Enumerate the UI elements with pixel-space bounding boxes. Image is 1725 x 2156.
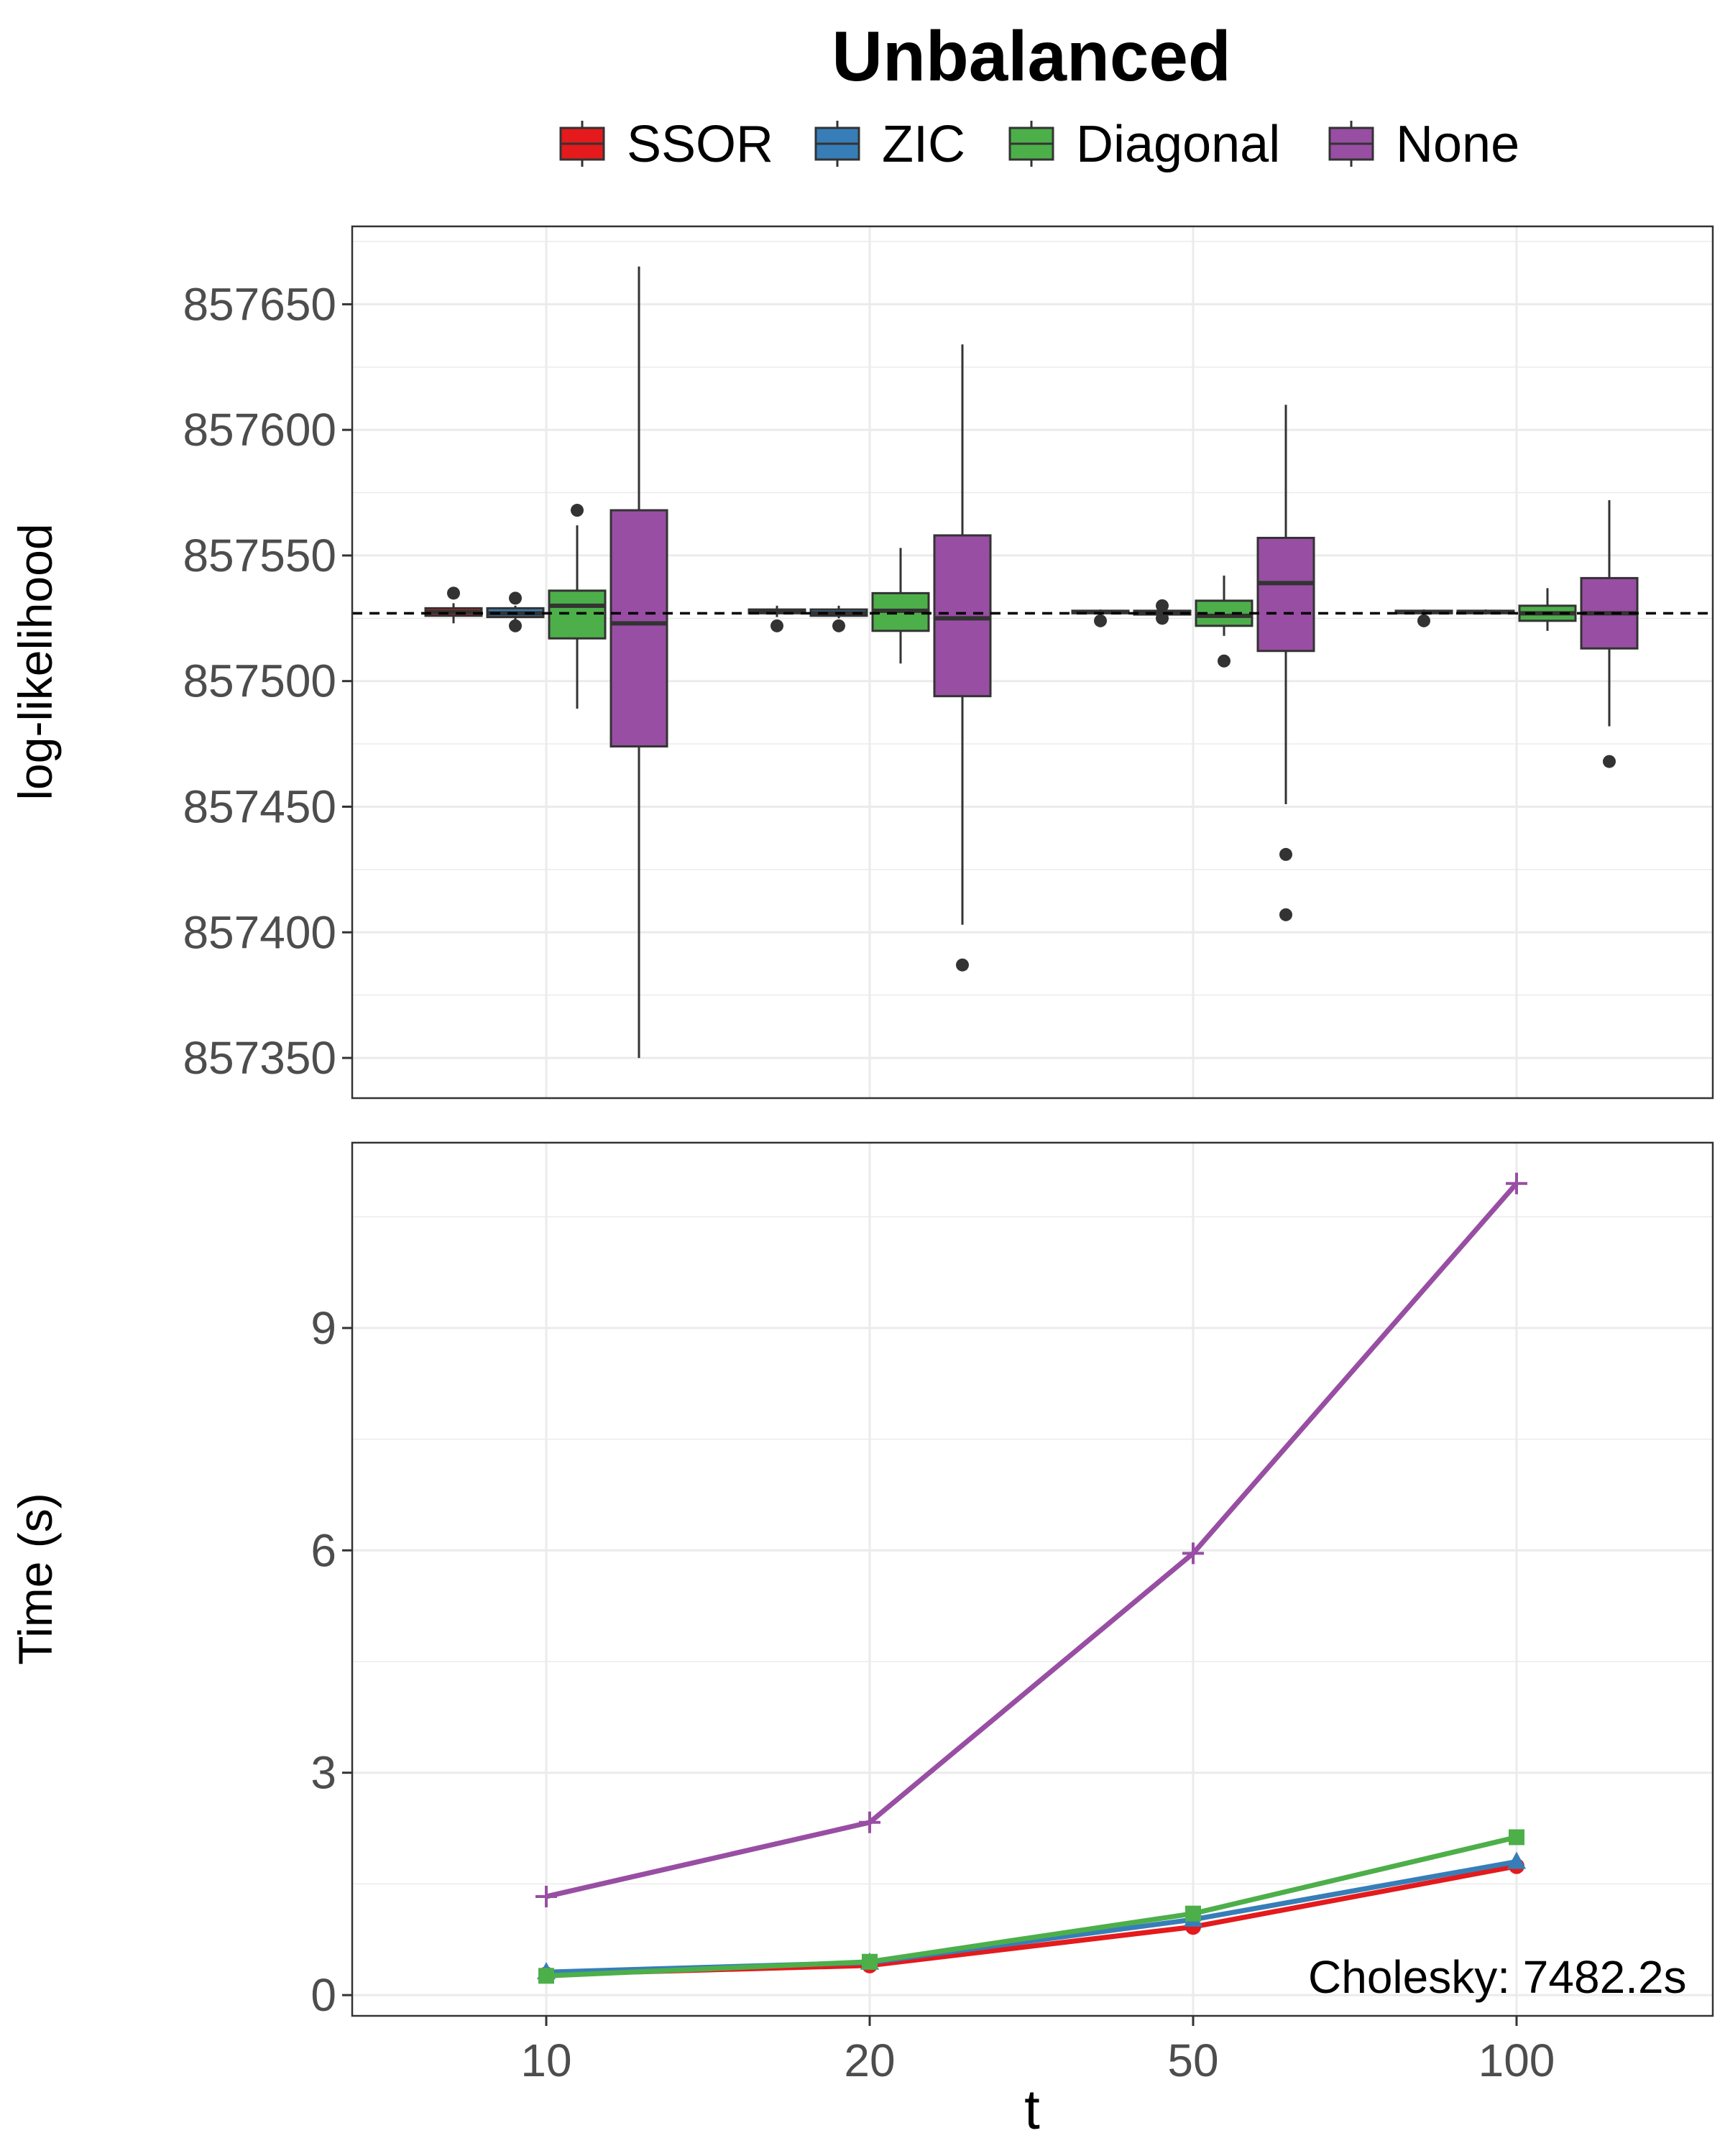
point-diagonal [1185,1905,1201,1922]
outlier-point [1094,614,1107,627]
outlier-point [1218,654,1230,668]
legend-label-diagonal: Diagonal [1076,116,1280,173]
x-tick-label: 20 [844,2035,895,2086]
time-grid [352,1143,1713,2016]
outlier-point [956,958,969,972]
boxplot-grid [352,226,1713,1098]
point-none [535,1885,557,1907]
y-tick-label: 857550 [183,530,336,581]
outlier-point [1279,908,1292,921]
y-tick-label: 857650 [183,278,336,330]
y-tick-label: 857500 [183,655,336,707]
boxplot-y-axis-title: log-likelihood [9,523,62,800]
time-series [535,1172,1527,1984]
outlier-point [571,504,584,517]
point-none [1182,1542,1204,1565]
time-panel: 0 3 6 9 Cholesky: 7482.2s 10 20 50 100 Time (s… [9,1141,1714,2141]
outlier-point [509,591,522,605]
boxplot-y-ticks: 857350 857400 857450 857500 857550 857600 8576… [183,278,352,1084]
outlier-point [447,586,460,600]
box-none-t100 [1580,500,1639,768]
chart-title: Unbalanced [832,17,1230,96]
series-line-diagonal [546,1835,1517,1978]
legend: SSOR ZIC Diagonal None [559,116,1519,173]
outlier-point [1156,599,1169,612]
y-tick-label: 9 [310,1302,336,1354]
point-none [859,1811,880,1833]
box-none-t10 [610,266,668,1059]
box-none-t50 [1256,405,1315,921]
outlier-point [770,619,783,632]
box-body [610,509,668,748]
point-diagonal [1509,1829,1524,1846]
legend-label-zic: ZIC [882,116,965,173]
point-zic [1507,1851,1526,1869]
legend-label-ssor: SSOR [627,116,773,173]
y-tick-label: 857400 [183,906,336,958]
y-tick-label: 0 [310,1969,336,2021]
time-y-axis-title: Time (s) [9,1493,62,1665]
series-line-none [546,1181,1519,1899]
outlier-point [832,619,845,632]
outlier-point [1603,755,1616,768]
boxplot-panel: 857350 857400 857450 857500 857550 857600 8576… [9,225,1714,1100]
x-tick-label: 100 [1478,2035,1555,2086]
point-diagonal [862,1953,878,1970]
box-body [933,534,992,698]
outlier-point [1417,614,1430,627]
x-axis-title: t [1024,2078,1040,2141]
y-tick-label: 857600 [183,404,336,456]
y-tick-label: 857450 [183,781,336,833]
outlier-point [1156,612,1169,625]
time-panel-border [351,1141,1714,2017]
x-tick-label: 50 [1167,2035,1218,2086]
legend-label-none: None [1396,116,1519,173]
boxplot-panel-border [351,225,1714,1100]
x-tick-label: 10 [520,2035,571,2086]
x-axis-ticks: 10 20 50 100 [520,2016,1555,2086]
y-tick-label: 857350 [183,1032,336,1084]
outlier-point [1279,847,1292,861]
y-tick-label: 6 [310,1524,336,1576]
series-diagonal [538,1829,1524,1984]
point-diagonal [538,1968,554,1984]
box-body [1256,536,1315,653]
point-none [1506,1172,1527,1194]
y-tick-label: 3 [310,1747,336,1799]
time-y-ticks: 0 3 6 9 [310,1302,352,2021]
series-none [535,1172,1527,1907]
cholesky-annotation: Cholesky: 7482.2s [1308,1951,1687,2003]
box-none-t20 [933,344,992,972]
outlier-point [509,619,522,632]
